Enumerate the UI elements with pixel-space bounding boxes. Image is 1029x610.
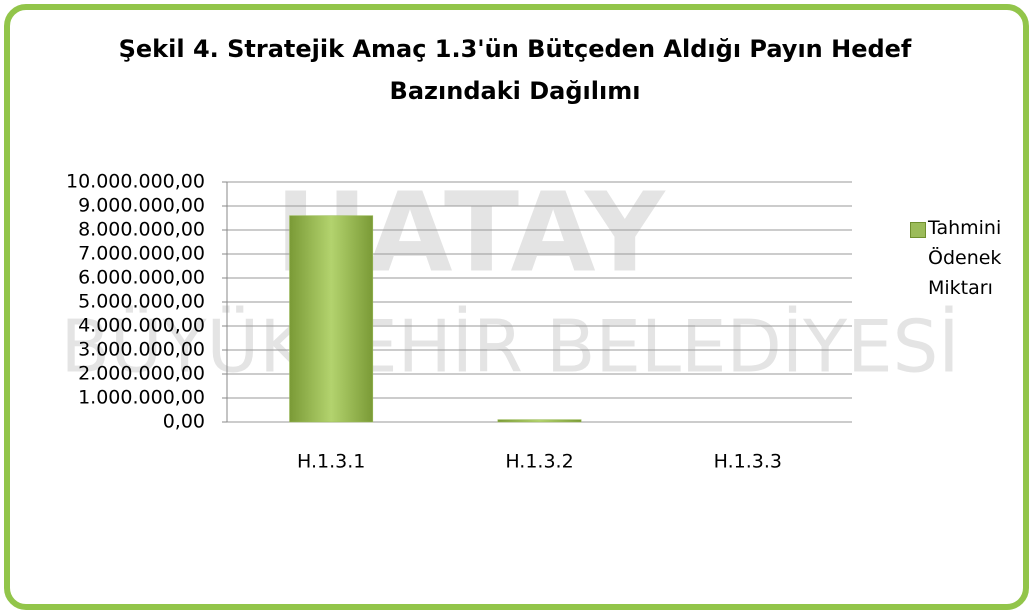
chart-title: Şekil 4. Stratejik Amaç 1.3'ün Bütçeden … [110, 28, 920, 112]
bar [290, 216, 373, 422]
y-tick-label: 0,00 [163, 411, 205, 433]
x-tick-label: H.1.3.2 [505, 451, 573, 473]
legend-label: Tahmini Ödenek Miktarı [928, 213, 1006, 303]
y-tick-label: 7.000.000,00 [78, 243, 205, 265]
y-tick-label: 6.000.000,00 [78, 267, 205, 289]
y-tick-label: 5.000.000,00 [78, 291, 205, 313]
y-tick-label: 9.000.000,00 [78, 195, 205, 217]
y-tick-label: 3.000.000,00 [78, 339, 205, 361]
y-tick-label: 8.000.000,00 [78, 219, 205, 241]
y-tick-label: 4.000.000,00 [78, 315, 205, 337]
chart-frame: HATAY BÜYÜKŞEHİR BELEDİYESİ 0,001.000.00… [0, 0, 1029, 610]
bar [498, 420, 581, 422]
x-tick-label: H.1.3.3 [714, 451, 782, 473]
legend-swatch [910, 222, 926, 238]
y-tick-label: 1.000.000,00 [78, 387, 205, 409]
y-tick-label: 10.000.000,00 [66, 171, 205, 193]
y-tick-label: 2.000.000,00 [78, 363, 205, 385]
x-tick-label: H.1.3.1 [297, 451, 365, 473]
